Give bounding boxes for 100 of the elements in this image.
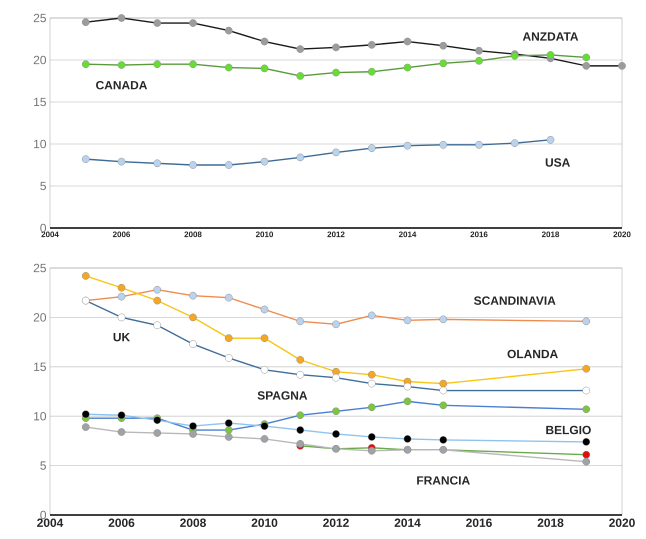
- point: [439, 436, 448, 444]
- point: [82, 272, 90, 280]
- x-tick-label: 2004: [37, 518, 64, 527]
- y-tick-label: 15: [34, 98, 46, 106]
- point: [368, 403, 376, 412]
- point: [118, 292, 126, 300]
- point: [224, 161, 233, 169]
- y-tick-label: 0: [40, 224, 46, 232]
- point: [260, 435, 268, 443]
- point: [475, 46, 483, 55]
- point: [475, 57, 483, 65]
- point: [332, 374, 340, 382]
- point: [368, 380, 376, 388]
- point: [260, 366, 268, 374]
- point: [296, 154, 304, 162]
- point: [189, 340, 197, 348]
- point: [82, 60, 90, 68]
- point: [582, 318, 590, 326]
- y-tick-label: 5: [40, 461, 46, 470]
- point: [368, 446, 376, 455]
- point: [153, 19, 162, 27]
- y-tick-label: 25: [34, 14, 46, 22]
- x-tick-label: 2006: [108, 518, 134, 527]
- point: [296, 426, 304, 434]
- point: [224, 426, 233, 434]
- point: [118, 314, 126, 322]
- x-tick-label: 2020: [609, 518, 635, 527]
- point: [224, 294, 233, 302]
- point: [618, 62, 626, 70]
- point: [404, 38, 412, 46]
- point: [296, 45, 304, 53]
- point: [118, 428, 126, 436]
- point: [189, 422, 197, 430]
- point: [189, 292, 197, 300]
- series-label: USA: [546, 158, 570, 167]
- point: [153, 60, 162, 68]
- point: [260, 38, 268, 46]
- point: [260, 64, 268, 72]
- y-tick-label: 20: [34, 313, 46, 322]
- point: [189, 430, 197, 438]
- point: [368, 312, 376, 320]
- text: FRANCIA: [417, 476, 470, 485]
- point: [118, 61, 126, 69]
- point: [404, 435, 412, 443]
- point: [332, 407, 340, 416]
- point: [189, 19, 197, 27]
- point: [368, 433, 376, 441]
- point: [404, 382, 412, 390]
- point: [153, 296, 162, 304]
- point: [582, 405, 590, 414]
- point: [404, 64, 412, 72]
- series-label: OLANDA: [508, 350, 558, 358]
- point: [189, 161, 197, 169]
- point: [439, 401, 448, 410]
- point: [189, 60, 197, 68]
- point: [332, 320, 340, 328]
- point: [439, 141, 448, 149]
- point: [439, 380, 448, 388]
- point: [582, 364, 590, 373]
- y-tick-label: 0: [40, 510, 46, 520]
- point: [510, 139, 519, 147]
- x-tick-label: 2008: [180, 518, 206, 527]
- point: [439, 386, 448, 394]
- series-label: BELGIO: [546, 426, 591, 434]
- point: [296, 370, 304, 379]
- y-tick-label: 5: [40, 182, 46, 190]
- y-tick-label: 10: [34, 412, 46, 420]
- point: [404, 316, 412, 324]
- point: [189, 314, 197, 322]
- point: [224, 334, 233, 342]
- point: [224, 354, 233, 362]
- x-tick-label: 2010: [252, 518, 278, 527]
- point: [82, 155, 90, 163]
- point: [118, 158, 126, 166]
- point: [368, 370, 376, 379]
- point: [82, 410, 90, 418]
- point: [260, 158, 268, 166]
- point: [153, 429, 162, 437]
- point: [582, 62, 590, 70]
- x-tick-label: 2016: [466, 518, 492, 527]
- point: [296, 356, 304, 364]
- point: [546, 51, 554, 59]
- point: [224, 64, 233, 72]
- point: [368, 68, 376, 76]
- point: [118, 284, 126, 292]
- x-tick-label: 2014: [394, 518, 421, 527]
- point: [332, 44, 340, 52]
- point: [224, 433, 233, 441]
- series-label: UK: [114, 332, 130, 342]
- point: [475, 141, 483, 149]
- point: [404, 398, 412, 406]
- point: [260, 334, 268, 342]
- point: [153, 159, 162, 168]
- point: [82, 18, 90, 26]
- y-tick-label: 20: [34, 56, 46, 64]
- point: [439, 316, 448, 324]
- point: [368, 144, 376, 152]
- series-label: SPAGNA: [258, 391, 308, 400]
- point: [582, 438, 590, 446]
- point: [224, 419, 233, 427]
